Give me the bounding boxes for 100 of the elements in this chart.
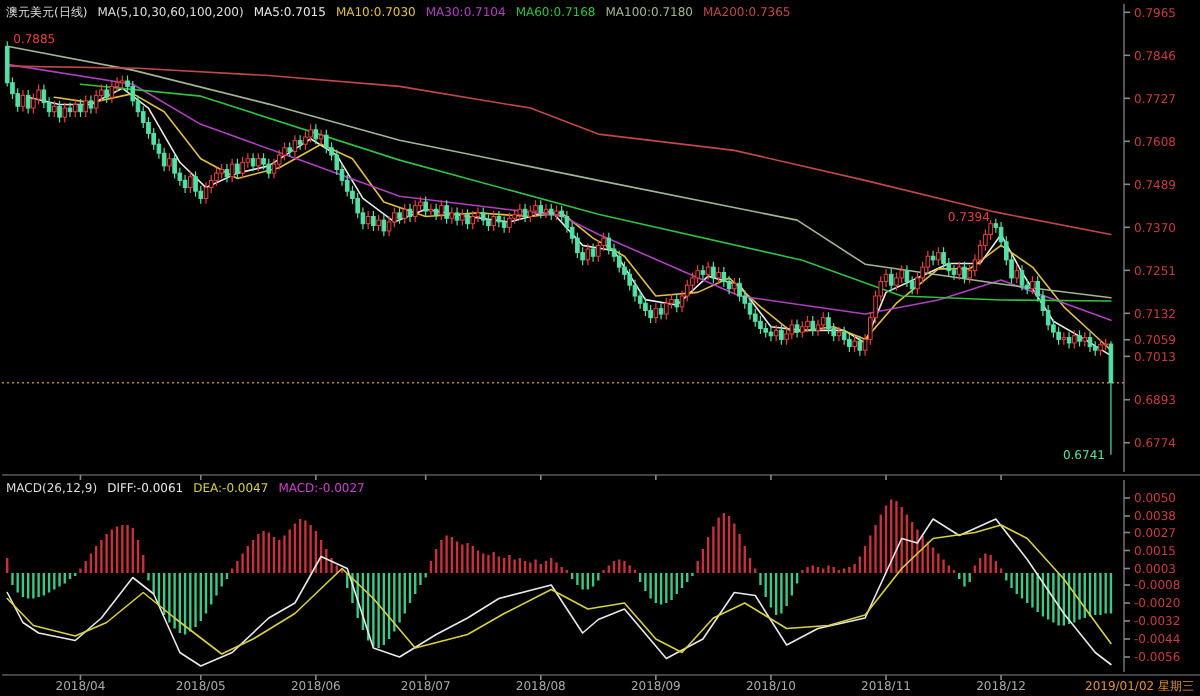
candlestick — [590, 243, 596, 263]
candlestick — [250, 152, 256, 172]
candlestick — [930, 250, 936, 266]
candlestick — [224, 163, 230, 183]
candlestick — [57, 100, 62, 124]
candlestick — [271, 158, 277, 180]
candlestick — [292, 134, 298, 158]
candlestick — [67, 102, 73, 118]
candlestick — [93, 89, 99, 115]
candlestick — [470, 210, 476, 230]
candlestick — [888, 268, 894, 292]
candlestick — [616, 250, 622, 274]
candlestick — [282, 141, 287, 162]
candlestick — [522, 203, 528, 223]
candlestick — [543, 203, 549, 219]
candlestick — [721, 266, 727, 288]
candlestick — [161, 147, 167, 172]
candlestick — [83, 94, 88, 118]
candlestick — [956, 261, 962, 281]
candlestick — [266, 158, 272, 180]
candlestick — [229, 158, 235, 183]
candlestick — [235, 158, 240, 180]
candlestick — [1066, 331, 1072, 349]
candlestick — [72, 98, 78, 118]
candlestick — [658, 302, 664, 321]
candlestick — [705, 261, 711, 281]
candlestick — [847, 333, 852, 353]
candlestick — [172, 152, 177, 180]
candlestick — [653, 302, 659, 324]
candlestick — [674, 293, 680, 313]
candlestick — [386, 215, 392, 237]
candlestick — [308, 123, 313, 144]
candlestick — [810, 315, 816, 337]
candlestick — [444, 199, 449, 225]
candlestick — [182, 174, 188, 194]
candlestick — [1056, 326, 1061, 346]
candlestick — [88, 94, 94, 115]
candlestick — [439, 199, 444, 221]
candlestick — [841, 326, 847, 346]
candlestick — [454, 206, 460, 227]
candlestick — [758, 315, 763, 335]
candlestick — [167, 152, 172, 172]
candlestick — [820, 311, 826, 331]
candlestick — [303, 130, 308, 151]
line-series — [79, 83, 1112, 302]
candlestick — [789, 318, 795, 340]
candlestick — [193, 170, 198, 198]
candlestick — [857, 335, 863, 357]
candlestick — [1108, 340, 1114, 456]
candlestick — [412, 199, 418, 223]
candlestick — [894, 271, 899, 292]
candlestick — [25, 89, 31, 115]
candlestick — [428, 203, 434, 218]
candlestick — [936, 246, 941, 266]
candlestick — [214, 167, 219, 187]
candlestick — [365, 210, 371, 230]
candlestick — [318, 129, 324, 145]
candlestick — [606, 232, 612, 256]
candlestick — [203, 181, 209, 205]
candlestick — [695, 264, 700, 284]
candlestick — [475, 206, 481, 223]
candlestick — [392, 206, 397, 228]
candlestick — [31, 93, 36, 115]
candlestick — [538, 199, 544, 219]
candlestick — [256, 152, 261, 172]
candlestick — [794, 318, 800, 339]
candlestick — [496, 210, 502, 228]
candlestick — [700, 264, 706, 281]
candlestick — [20, 89, 26, 113]
candlestick — [815, 318, 821, 337]
candlestick — [507, 212, 512, 234]
candlestick — [711, 261, 716, 284]
candlestick — [737, 277, 742, 303]
candlestick — [941, 246, 946, 270]
candlestick — [78, 98, 83, 118]
candlestick — [1014, 264, 1020, 284]
candlestick — [371, 210, 376, 232]
candlestick — [826, 311, 831, 335]
candlestick — [904, 264, 910, 288]
candlestick — [480, 206, 486, 227]
candlestick — [381, 214, 387, 237]
candlestick — [962, 261, 967, 284]
candlestick — [664, 297, 669, 321]
candlestick — [585, 243, 591, 266]
candlestick — [465, 208, 470, 230]
candlestick — [276, 149, 282, 171]
candlestick — [1030, 275, 1035, 295]
candlestick — [423, 196, 428, 218]
candlestick — [36, 83, 41, 106]
candlestick — [768, 326, 774, 342]
candlestick — [648, 304, 653, 324]
candlestick — [1019, 264, 1025, 292]
candlestick — [491, 210, 496, 232]
candlestick — [596, 239, 601, 263]
candlestick — [899, 264, 904, 284]
candlestick — [324, 129, 329, 154]
candlestick — [1072, 329, 1077, 349]
candlestick — [951, 264, 957, 281]
candlestick — [109, 80, 115, 104]
candlestick — [779, 324, 784, 346]
